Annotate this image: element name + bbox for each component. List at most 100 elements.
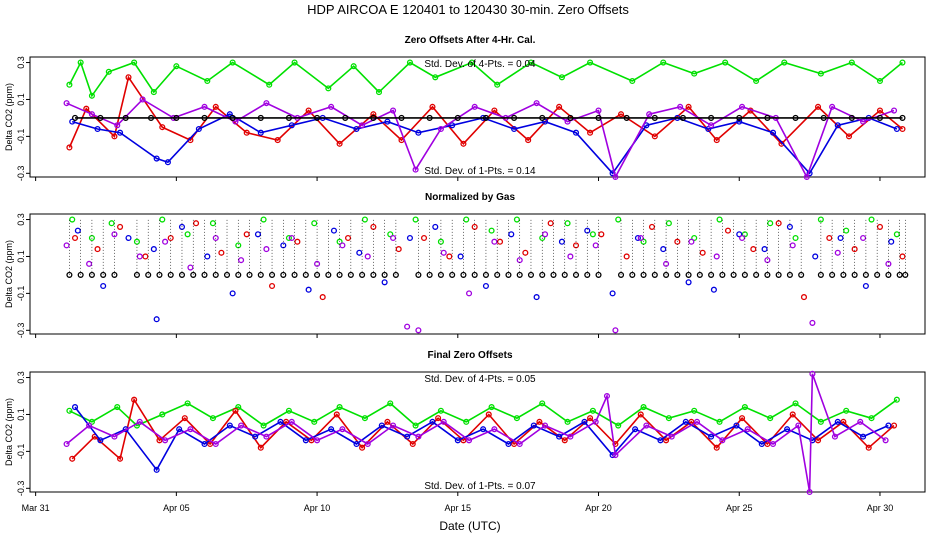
- data-point-black: [775, 271, 782, 278]
- stat-4pts: Std. Dev. of 4-Pts. = 0.04: [424, 59, 536, 70]
- data-point-red: [547, 220, 554, 227]
- data-point-black: [505, 271, 512, 278]
- data-point-purple: [114, 122, 121, 129]
- data-point-black: [539, 271, 546, 278]
- data-point-purple: [663, 260, 670, 267]
- data-point-blue: [353, 440, 360, 448]
- data-point-blue: [97, 437, 104, 444]
- series-line-purple: [66, 98, 895, 180]
- data-point-blue: [328, 426, 335, 433]
- data-point-red: [257, 444, 264, 451]
- data-point-black: [899, 114, 906, 121]
- data-point-black: [223, 271, 231, 278]
- data-point-purple: [803, 173, 810, 181]
- data-point-black: [173, 114, 180, 121]
- data-point-red: [181, 415, 188, 422]
- x-axis-label: Date (UTC): [439, 519, 500, 533]
- series-line-blue: [71, 113, 898, 175]
- data-point-purple: [769, 440, 777, 448]
- data-point-black: [246, 271, 253, 278]
- data-point-purple: [263, 433, 270, 440]
- data-point-green: [660, 59, 667, 66]
- data-point-green: [325, 85, 332, 92]
- data-point-purple: [643, 422, 650, 429]
- data-point-purple: [412, 166, 419, 173]
- data-point-black: [685, 271, 692, 278]
- data-point-purple: [789, 242, 796, 249]
- data-point-blue: [708, 433, 715, 440]
- data-point-black: [494, 271, 501, 278]
- data-point-purple: [612, 327, 619, 334]
- data-point-black: [862, 271, 869, 278]
- data-point-black: [201, 271, 208, 278]
- data-point-black: [561, 271, 568, 278]
- data-point-purple: [359, 122, 366, 129]
- series-line-red: [71, 397, 895, 461]
- data-point-green: [817, 70, 824, 77]
- series-line-purple: [66, 373, 887, 493]
- data-point-green: [105, 68, 112, 75]
- data-point-purple: [263, 100, 270, 107]
- data-point-black: [325, 271, 332, 278]
- data-point-red: [663, 437, 670, 444]
- data-point-purple: [541, 231, 549, 238]
- data-point-red: [274, 137, 281, 144]
- data-point-blue: [229, 290, 236, 297]
- data-point-black: [291, 271, 298, 278]
- data-point-purple: [809, 370, 816, 377]
- data-point-green: [589, 407, 596, 414]
- data-point-black: [595, 271, 602, 278]
- data-point-green: [88, 418, 95, 425]
- stat-4pts: Std. Dev. of 4-Pts. = 0.05: [424, 374, 536, 385]
- data-point-green: [741, 231, 748, 238]
- data-point-green: [665, 415, 672, 422]
- data-point-purple: [390, 422, 397, 429]
- data-point-green: [868, 415, 875, 422]
- data-point-green: [311, 418, 318, 425]
- data-point-black: [764, 114, 771, 121]
- data-point-green: [640, 404, 647, 411]
- data-point-green: [463, 418, 470, 425]
- data-point-red: [685, 103, 692, 110]
- data-point-black: [539, 114, 546, 121]
- data-point-green: [716, 216, 723, 223]
- data-point-green: [741, 404, 748, 411]
- data-point-purple: [612, 173, 619, 181]
- data-point-red: [243, 129, 250, 136]
- data-point-black: [359, 271, 366, 278]
- data-point-blue: [736, 231, 743, 238]
- data-point-red: [446, 253, 453, 260]
- data-point-blue: [541, 118, 549, 125]
- data-point-black: [730, 271, 737, 278]
- data-point-purple: [595, 107, 602, 114]
- data-point-purple: [88, 111, 95, 118]
- data-point-black: [280, 271, 287, 278]
- data-marks: [63, 216, 909, 334]
- data-point-blue: [632, 426, 639, 433]
- data-point-black: [314, 271, 321, 278]
- data-point-blue: [710, 286, 717, 293]
- data-point-red: [587, 415, 594, 422]
- data-point-purple: [440, 249, 447, 256]
- data-point-green: [722, 59, 729, 66]
- data-point-red: [218, 249, 225, 256]
- y-tick-label: 0.3: [16, 56, 26, 69]
- panel-normalized: Normalized by Gas Delta CO2 (ppm) 0.3 0.1…: [4, 192, 926, 338]
- x-tick-label: Apr 15: [445, 503, 472, 513]
- data-point-black: [736, 114, 743, 121]
- data-point-black: [111, 271, 118, 278]
- data-point-blue: [353, 125, 360, 133]
- data-point-red: [612, 440, 619, 448]
- data-point-green: [899, 59, 906, 66]
- data-point-green: [437, 407, 444, 414]
- data-point-black: [460, 271, 467, 278]
- series-line-blue: [74, 406, 889, 472]
- data-point-green: [209, 220, 216, 227]
- y-tick-label: 0.3: [16, 213, 26, 226]
- data-point-blue: [454, 437, 461, 444]
- data-point-green: [629, 77, 636, 85]
- y-tick-label: -0.3: [16, 481, 26, 497]
- data-point-green: [781, 59, 788, 66]
- y-tick-label: 0.1: [16, 93, 26, 106]
- data-point-red: [117, 223, 124, 230]
